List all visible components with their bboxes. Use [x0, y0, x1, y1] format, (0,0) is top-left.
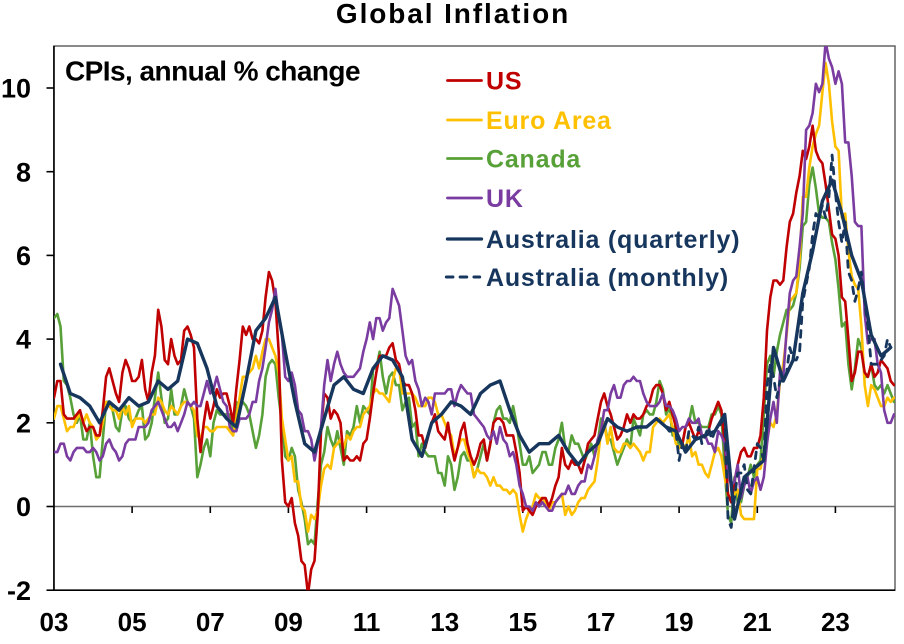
svg-text:09: 09: [274, 607, 303, 637]
svg-text:Euro Area: Euro Area: [486, 107, 612, 135]
svg-text:03: 03: [40, 607, 69, 637]
svg-text:UK: UK: [486, 185, 524, 213]
svg-text:21: 21: [743, 607, 772, 637]
svg-text:US: US: [486, 68, 522, 96]
svg-text:23: 23: [821, 607, 850, 637]
svg-text:10: 10: [1, 74, 31, 104]
svg-text:0: 0: [16, 492, 31, 522]
svg-text:Global Inflation: Global Inflation: [336, 0, 570, 29]
svg-text:Australia (monthly): Australia (monthly): [486, 264, 729, 292]
svg-text:17: 17: [587, 607, 616, 637]
svg-text:13: 13: [430, 607, 459, 637]
svg-text:Canada: Canada: [486, 146, 581, 174]
svg-text:Australia (quarterly): Australia (quarterly): [486, 226, 740, 254]
svg-text:6: 6: [16, 241, 31, 271]
svg-text:4: 4: [16, 325, 31, 355]
svg-text:-2: -2: [7, 576, 31, 606]
svg-text:05: 05: [118, 607, 147, 637]
svg-text:2: 2: [16, 408, 31, 438]
svg-text:19: 19: [665, 607, 694, 637]
svg-text:11: 11: [353, 607, 381, 637]
svg-text:15: 15: [508, 607, 537, 637]
svg-text:8: 8: [16, 157, 31, 187]
svg-text:CPIs, annual % change: CPIs, annual % change: [65, 56, 360, 87]
svg-text:07: 07: [196, 607, 225, 637]
